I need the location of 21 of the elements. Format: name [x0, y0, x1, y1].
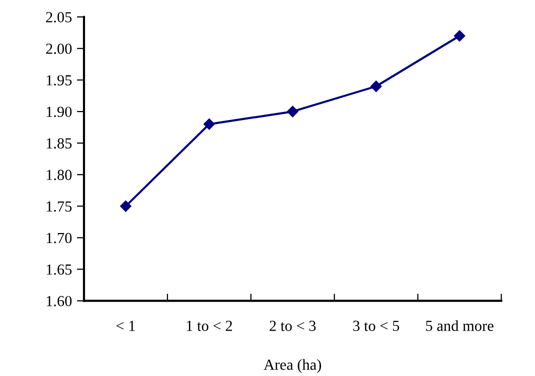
y-tick-label: 1.75	[46, 201, 72, 212]
y-tick-label: 1.85	[46, 138, 72, 149]
y-tick-label: 1.65	[46, 264, 72, 275]
y-tick-label: 1.95	[46, 75, 72, 86]
x-tick-label: 1 to < 2	[186, 320, 232, 331]
y-tick-label: 1.90	[46, 106, 72, 118]
point	[287, 106, 298, 118]
x-tick-label: < 1	[116, 320, 135, 331]
y-tick-label: 2.05	[46, 12, 72, 22]
y-tick-label: 1.70	[46, 232, 72, 244]
x-tick-label: 3 to < 5	[353, 320, 400, 331]
point	[120, 200, 132, 212]
x-tick-label: 2 to < 3	[270, 320, 316, 331]
point	[370, 80, 382, 92]
y-tick-label: 2.00	[46, 44, 72, 54]
point	[454, 30, 466, 42]
point	[204, 118, 215, 130]
y-tick-label: 1.60	[46, 296, 72, 306]
x-axis-title: Area (ha)	[264, 359, 322, 373]
y-tick-label: 1.80	[46, 170, 72, 180]
x-tick-label: 5 and more	[426, 320, 494, 331]
